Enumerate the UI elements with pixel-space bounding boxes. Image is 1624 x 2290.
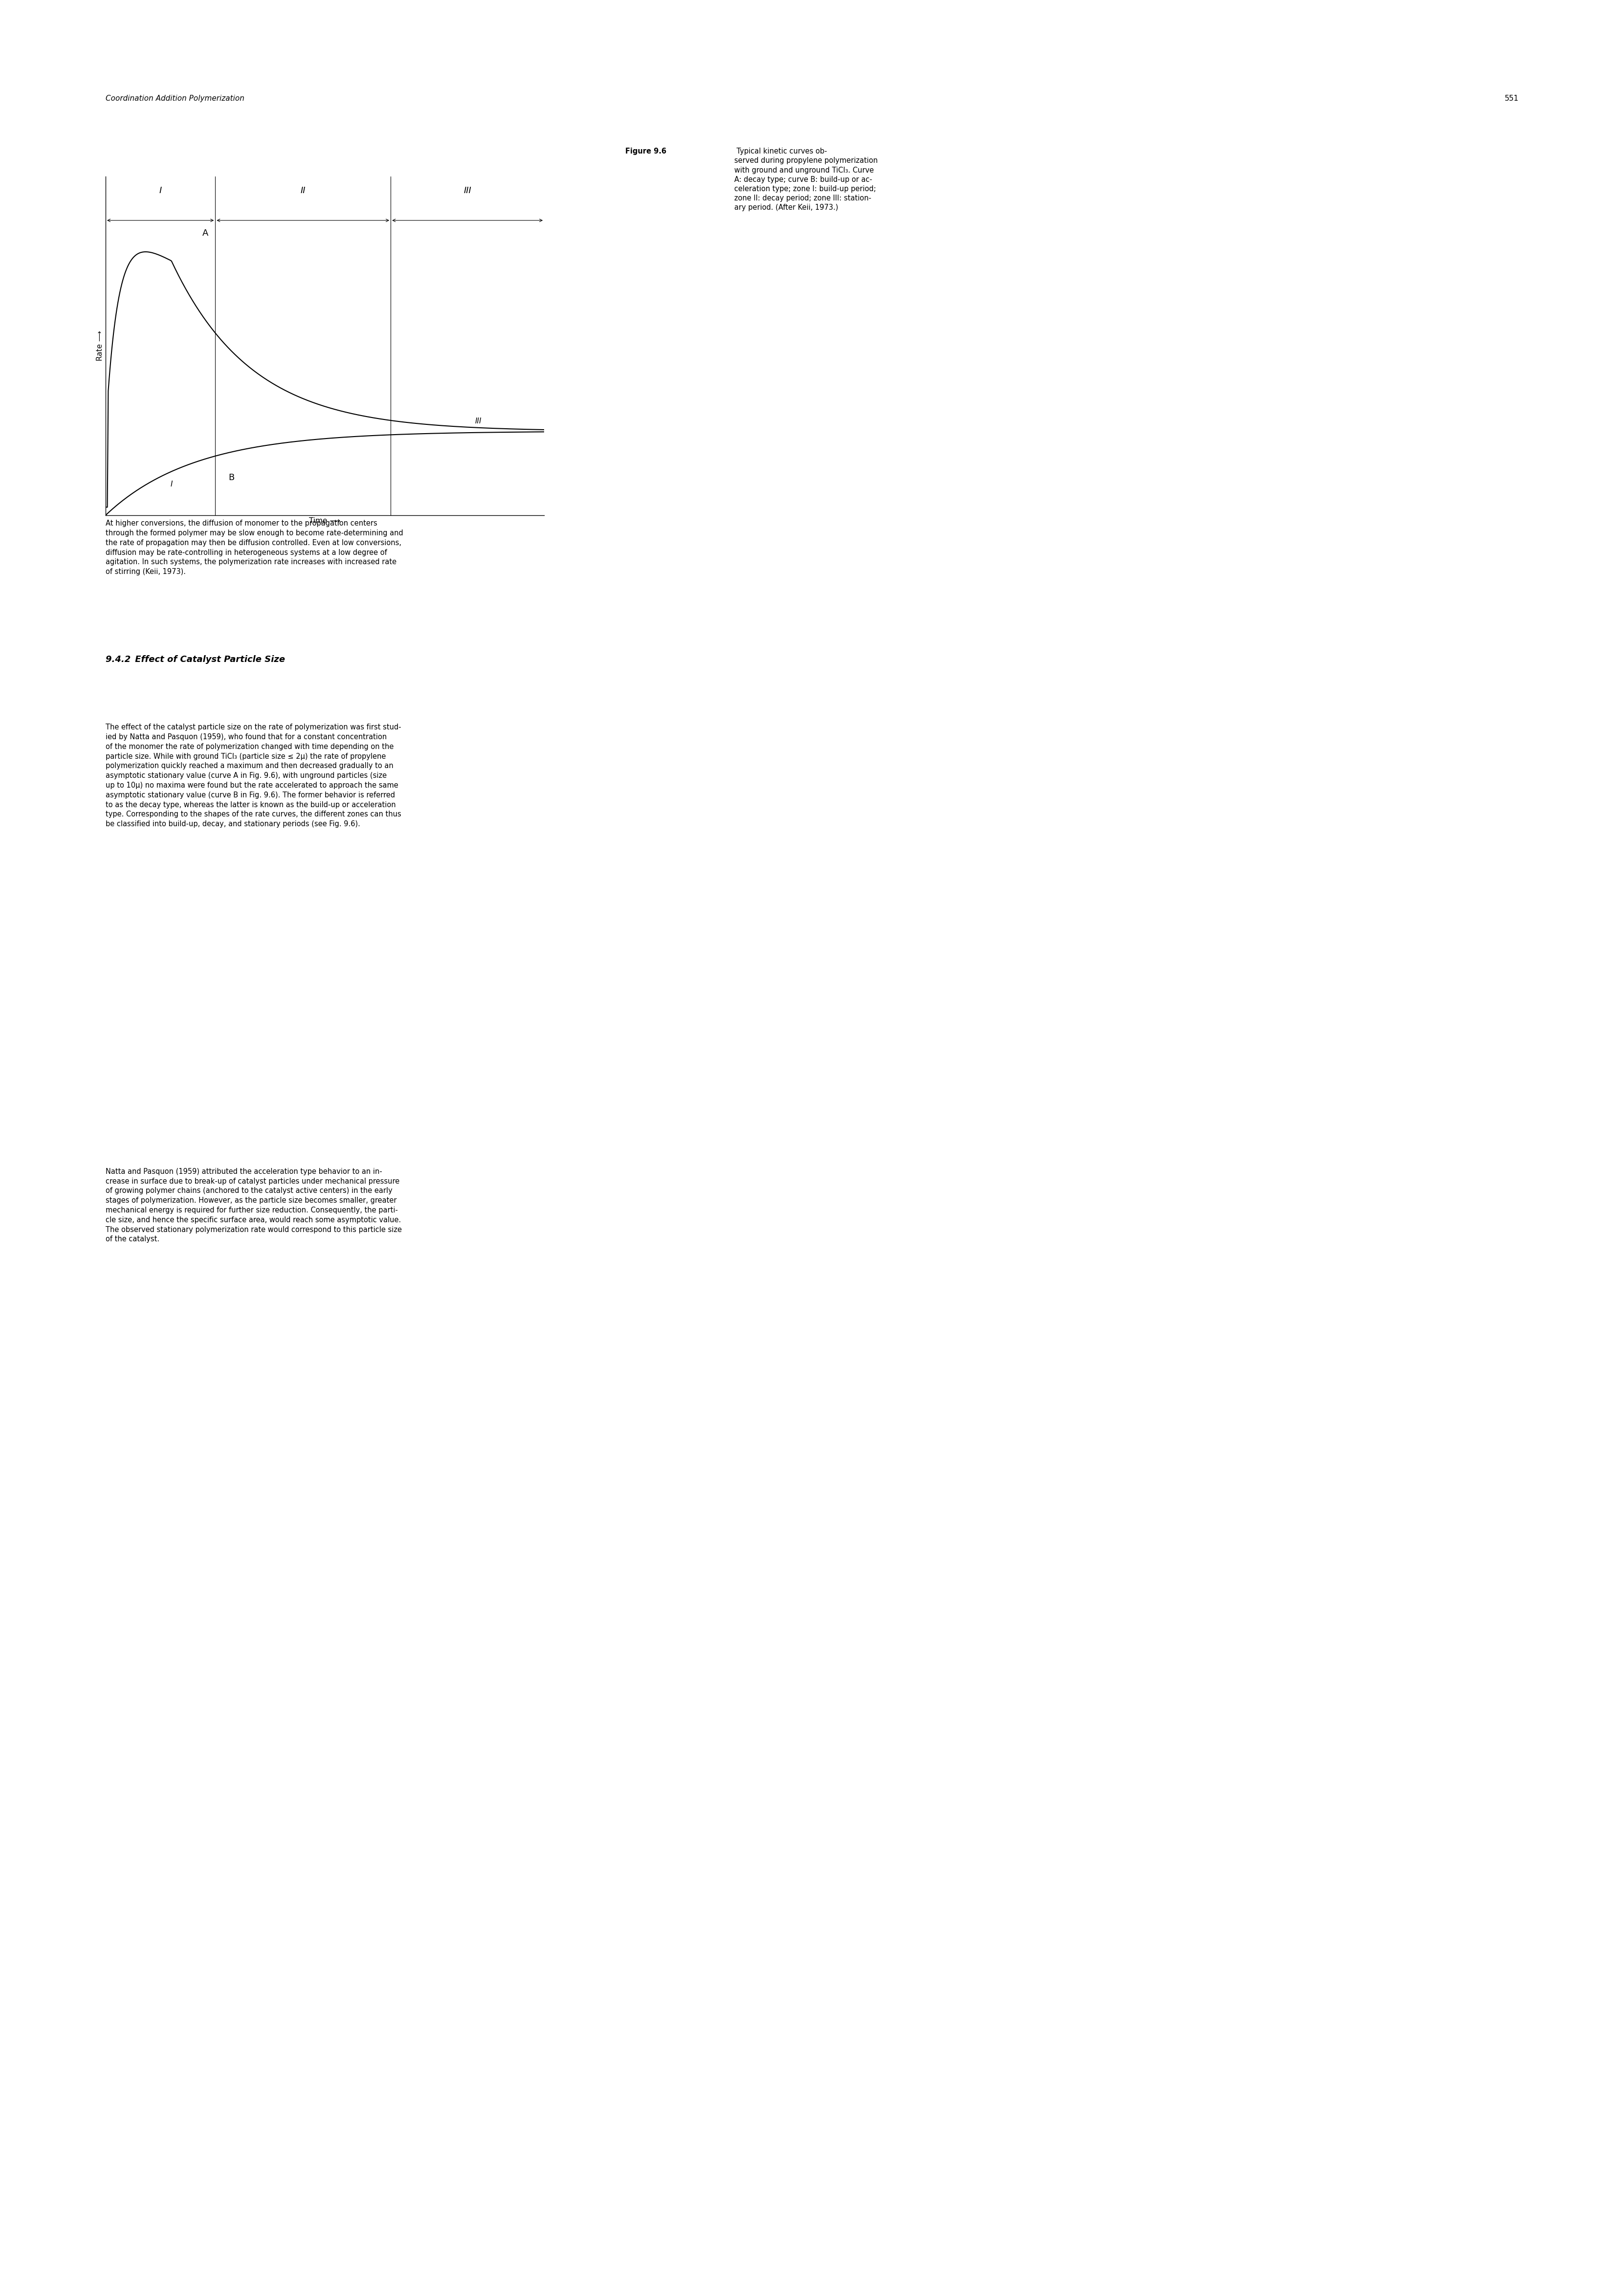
Text: III: III — [463, 185, 471, 195]
Text: Typical kinetic curves ob-
served during propylene polymerization
with ground an: Typical kinetic curves ob- served during… — [734, 149, 877, 211]
Text: II: II — [300, 185, 305, 195]
Text: At higher conversions, the diffusion of monomer to the propagation centers
throu: At higher conversions, the diffusion of … — [106, 520, 403, 575]
Text: 551: 551 — [1504, 94, 1518, 103]
Text: B: B — [229, 474, 234, 483]
Text: A: A — [201, 229, 208, 238]
Text: III: III — [474, 417, 482, 426]
X-axis label: Time ⟶: Time ⟶ — [309, 518, 341, 524]
Y-axis label: Rate ⟶: Rate ⟶ — [96, 330, 104, 362]
Text: Natta and Pasquon (1959) attributed the acceleration type behavior to an in-
cre: Natta and Pasquon (1959) attributed the … — [106, 1168, 401, 1243]
Text: Coordination Addition Polymerization: Coordination Addition Polymerization — [106, 94, 244, 103]
Text: Figure 9.6: Figure 9.6 — [625, 149, 666, 156]
Text: I: I — [171, 481, 172, 488]
Text: 9.4.2 Effect of Catalyst Particle Size: 9.4.2 Effect of Catalyst Particle Size — [106, 655, 284, 664]
Text: I: I — [159, 185, 162, 195]
Text: The effect of the catalyst particle size on the rate of polymerization was first: The effect of the catalyst particle size… — [106, 724, 401, 827]
